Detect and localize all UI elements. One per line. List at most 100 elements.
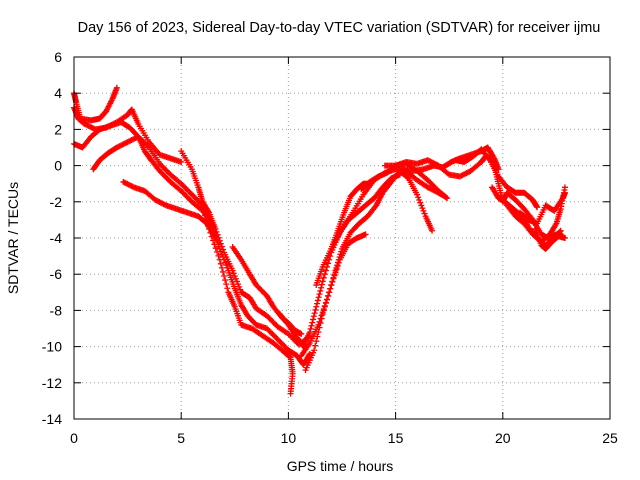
x-tick-label: 20 bbox=[495, 430, 511, 446]
data-point bbox=[224, 285, 231, 292]
data-point bbox=[320, 274, 327, 281]
y-tick-label: -4 bbox=[50, 230, 63, 246]
data-point bbox=[307, 325, 314, 332]
data-point bbox=[326, 289, 333, 296]
data-point bbox=[202, 215, 209, 222]
data-point bbox=[311, 310, 318, 317]
x-axis-label: GPS time / hours bbox=[287, 458, 394, 474]
y-tick-label: 2 bbox=[54, 121, 62, 137]
data-point bbox=[311, 347, 318, 354]
data-point bbox=[287, 390, 294, 397]
series-track-12 bbox=[302, 231, 369, 374]
data-point bbox=[362, 231, 369, 238]
grid-lines bbox=[74, 57, 610, 419]
data-point bbox=[331, 272, 338, 279]
data-point bbox=[317, 320, 324, 327]
data-point bbox=[216, 245, 223, 252]
y-tick-label: -6 bbox=[50, 266, 63, 282]
data-point bbox=[216, 256, 223, 263]
data-point bbox=[200, 206, 207, 213]
data-point bbox=[231, 273, 238, 280]
data-point bbox=[317, 287, 324, 294]
data-point bbox=[333, 266, 340, 273]
data-point bbox=[319, 311, 326, 318]
data-point bbox=[327, 285, 334, 292]
x-tick-label: 25 bbox=[602, 430, 618, 446]
chart-title: Day 156 of 2023, Sidereal Day-to-day VTE… bbox=[78, 20, 601, 36]
y-tick-label: -10 bbox=[42, 339, 62, 355]
data-point bbox=[318, 281, 325, 288]
y-tick-label: -8 bbox=[50, 302, 63, 318]
data-point bbox=[415, 194, 422, 201]
data-point bbox=[417, 199, 424, 206]
data-point bbox=[308, 322, 315, 329]
data-point bbox=[201, 209, 208, 216]
series-track-7 bbox=[210, 227, 313, 368]
data-point bbox=[416, 196, 423, 203]
data-point bbox=[215, 252, 222, 259]
data-point bbox=[217, 260, 224, 267]
y-tick-label: 0 bbox=[54, 158, 62, 174]
data-point bbox=[421, 210, 428, 217]
y-tick-label: 4 bbox=[54, 85, 62, 101]
data-point bbox=[334, 263, 341, 270]
data-point bbox=[208, 233, 215, 240]
data-point bbox=[321, 303, 328, 310]
data-point bbox=[325, 260, 332, 267]
data-point bbox=[319, 278, 326, 285]
data-point bbox=[298, 330, 305, 337]
series-track-2 bbox=[71, 104, 185, 165]
data-point bbox=[310, 316, 317, 323]
data-point bbox=[325, 292, 332, 299]
x-tick-label: 15 bbox=[388, 430, 404, 446]
data-point bbox=[309, 319, 316, 326]
data-point bbox=[286, 353, 293, 360]
data-point bbox=[414, 191, 421, 198]
y-tick-label: -12 bbox=[42, 375, 62, 391]
data-point bbox=[199, 204, 206, 211]
data-point bbox=[236, 283, 243, 290]
data-point bbox=[204, 220, 211, 227]
data-point bbox=[220, 268, 227, 275]
series-track-6 bbox=[178, 148, 313, 348]
data-point bbox=[237, 286, 244, 293]
series-track-9 bbox=[199, 204, 296, 397]
data-point bbox=[332, 269, 339, 276]
data-point bbox=[420, 207, 427, 214]
data-point bbox=[561, 184, 568, 191]
data-point bbox=[223, 262, 230, 269]
data-point bbox=[328, 282, 335, 289]
data-point bbox=[224, 264, 231, 271]
data-point bbox=[312, 342, 319, 349]
data-point bbox=[306, 329, 313, 336]
data-point bbox=[335, 259, 342, 266]
data-point bbox=[557, 227, 564, 234]
data-point bbox=[316, 324, 323, 331]
data-point bbox=[329, 278, 336, 285]
data-point bbox=[320, 307, 327, 314]
series-track-23 bbox=[531, 225, 568, 252]
data-point bbox=[313, 303, 320, 310]
data-point bbox=[220, 254, 227, 261]
data-point bbox=[316, 291, 323, 298]
data-point bbox=[212, 245, 219, 252]
data-point bbox=[534, 204, 541, 211]
axis-ticks: 0 5 10 15 20 25 -14 -12 -10 -8 -6 -4 -2 0 2 4 6 bbox=[42, 49, 618, 446]
series-track-22 bbox=[516, 189, 568, 227]
data-point bbox=[315, 294, 322, 301]
data-point bbox=[222, 259, 229, 266]
data-point bbox=[314, 297, 321, 304]
data-point bbox=[203, 217, 210, 224]
data-point bbox=[561, 235, 568, 241]
data-point bbox=[310, 313, 317, 320]
data-points bbox=[71, 84, 568, 397]
data-point bbox=[318, 315, 325, 322]
data-point bbox=[202, 212, 209, 219]
x-tick-label: 0 bbox=[70, 430, 78, 446]
data-point bbox=[322, 267, 329, 274]
y-tick-label: -2 bbox=[50, 194, 63, 210]
data-point bbox=[314, 333, 321, 340]
x-tick-label: 10 bbox=[281, 430, 297, 446]
data-point bbox=[418, 202, 425, 209]
